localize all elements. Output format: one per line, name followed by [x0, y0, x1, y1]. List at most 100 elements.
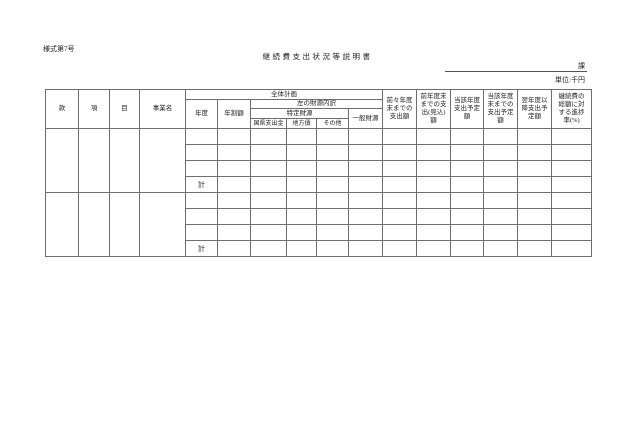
cell-project-name	[139, 128, 186, 193]
empty-cell	[483, 192, 518, 209]
header-expenditure-through-prev-year: 前年度末 までの支 出(見込) 額	[416, 89, 451, 129]
header-item: 目	[109, 89, 140, 129]
empty-cell	[450, 240, 484, 257]
department-label: 課	[578, 62, 585, 70]
empty-cell	[316, 240, 349, 257]
empty-cell	[185, 192, 218, 209]
empty-cell	[348, 128, 383, 145]
empty-cell	[517, 208, 552, 225]
empty-cell	[382, 128, 417, 145]
empty-cell	[450, 144, 484, 161]
empty-cell	[551, 192, 592, 209]
empty-cell	[450, 192, 484, 209]
empty-cell	[348, 208, 383, 225]
empty-cell	[185, 224, 218, 241]
empty-cell	[348, 240, 383, 257]
empty-cell	[382, 208, 417, 225]
empty-cell	[286, 144, 317, 161]
empty-cell	[316, 128, 349, 145]
empty-cell	[316, 208, 349, 225]
cell-subsection	[78, 128, 110, 193]
empty-cell	[217, 160, 251, 177]
header-project-name: 事業名	[139, 89, 186, 129]
empty-cell	[348, 160, 383, 177]
cell-project-name	[139, 192, 186, 257]
empty-cell	[483, 160, 518, 177]
empty-cell	[286, 240, 317, 257]
empty-cell	[217, 192, 251, 209]
empty-cell	[250, 208, 287, 225]
header-current-year-planned-expenditure: 当該年度 支出予定 額	[450, 89, 484, 129]
header-annual-installment: 年割額	[217, 99, 251, 129]
empty-cell	[551, 208, 592, 225]
header-overall-plan: 全体計画	[185, 89, 383, 100]
empty-cell	[483, 128, 518, 145]
empty-cell	[416, 224, 451, 241]
group-total-label: 計	[185, 240, 218, 257]
empty-cell	[551, 240, 592, 257]
empty-cell	[217, 128, 251, 145]
empty-cell	[348, 144, 383, 161]
empty-cell	[286, 128, 317, 145]
empty-cell	[551, 176, 592, 193]
header-planned-next-years: 翌年度以 降支出予 定額	[517, 89, 552, 129]
empty-cell	[348, 224, 383, 241]
empty-cell	[382, 160, 417, 177]
group-total-label: 計	[185, 176, 218, 193]
header-expenditure-through-2y-ago: 前々年度 末までの 支出額	[382, 89, 417, 129]
empty-cell	[450, 224, 484, 241]
empty-cell	[250, 224, 287, 241]
empty-cell	[185, 160, 218, 177]
empty-cell	[416, 144, 451, 161]
empty-cell	[217, 176, 251, 193]
empty-cell	[416, 240, 451, 257]
continuing-expense-table: 款 項 目 事業名 全体計画 前々年度 末までの 支出額 前年度末 までの支 出…	[45, 89, 592, 257]
empty-cell	[517, 160, 552, 177]
cell-section	[45, 128, 79, 193]
empty-cell	[316, 160, 349, 177]
empty-cell	[250, 240, 287, 257]
header-subsection: 項	[78, 89, 110, 129]
empty-cell	[316, 144, 349, 161]
header-local-bonds: 地方債	[286, 118, 317, 129]
empty-cell	[416, 176, 451, 193]
empty-cell	[483, 224, 518, 241]
empty-cell	[382, 176, 417, 193]
empty-cell	[217, 144, 251, 161]
empty-cell	[286, 192, 317, 209]
cell-section	[45, 192, 79, 257]
empty-cell	[517, 144, 552, 161]
cell-subsection	[78, 192, 110, 257]
empty-cell	[250, 176, 287, 193]
header-planned-through-current-year: 当該年度 末までの 支出予定 額	[483, 89, 518, 129]
empty-cell	[551, 128, 592, 145]
empty-cell	[517, 240, 552, 257]
empty-cell	[551, 224, 592, 241]
header-general-funding: 一般財源	[348, 108, 383, 129]
empty-cell	[382, 144, 417, 161]
header-specific-funding: 特定財源	[250, 108, 349, 119]
empty-cell	[250, 160, 287, 177]
empty-cell	[450, 208, 484, 225]
empty-cell	[416, 208, 451, 225]
empty-cell	[517, 176, 552, 193]
empty-cell	[217, 240, 251, 257]
empty-cell	[217, 208, 251, 225]
empty-cell	[450, 160, 484, 177]
empty-cell	[217, 224, 251, 241]
empty-cell	[551, 160, 592, 177]
empty-cell	[286, 208, 317, 225]
empty-cell	[348, 192, 383, 209]
empty-cell	[286, 224, 317, 241]
empty-cell	[382, 240, 417, 257]
page-title: 継続費支出状況等説明書	[262, 52, 373, 61]
empty-cell	[517, 128, 552, 145]
empty-cell	[286, 160, 317, 177]
unit-label: 単位:千円	[555, 76, 585, 84]
empty-cell	[185, 128, 218, 145]
empty-cell	[316, 192, 349, 209]
cell-item	[109, 128, 140, 193]
header-section: 款	[45, 89, 79, 129]
empty-cell	[382, 192, 417, 209]
